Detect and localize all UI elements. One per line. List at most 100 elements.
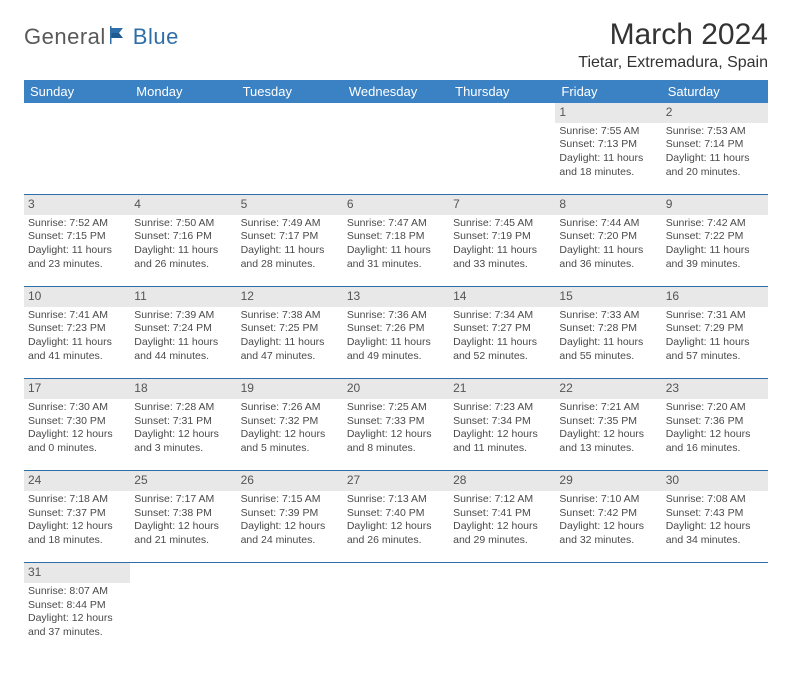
day-cell: Sunrise: 7:33 AMSunset: 7:28 PMDaylight:… (555, 307, 661, 379)
day-number-cell: 30 (662, 471, 768, 491)
location: Tietar, Extremadura, Spain (578, 54, 768, 72)
sunrise-text: Sunrise: 7:55 AM (559, 125, 657, 139)
day-number-cell (343, 103, 449, 123)
sunrise-text: Sunrise: 7:10 AM (559, 493, 657, 507)
sunrise-text: Sunrise: 7:41 AM (28, 309, 126, 323)
day-content-row: Sunrise: 7:18 AMSunset: 7:37 PMDaylight:… (24, 491, 768, 563)
day-cell: Sunrise: 7:49 AMSunset: 7:17 PMDaylight:… (237, 215, 343, 287)
day-cell: Sunrise: 7:25 AMSunset: 7:33 PMDaylight:… (343, 399, 449, 471)
daylight-text: Daylight: 11 hours and 52 minutes. (453, 336, 551, 363)
day-number-cell: 18 (130, 379, 236, 399)
day-cell: Sunrise: 7:50 AMSunset: 7:16 PMDaylight:… (130, 215, 236, 287)
calendar-table: Sunday Monday Tuesday Wednesday Thursday… (24, 80, 768, 655)
sunrise-text: Sunrise: 7:34 AM (453, 309, 551, 323)
day-number-cell (343, 563, 449, 583)
sunrise-text: Sunrise: 7:45 AM (453, 217, 551, 231)
day-number-cell (449, 563, 555, 583)
sunset-text: Sunset: 7:14 PM (666, 138, 764, 152)
day-number-cell: 20 (343, 379, 449, 399)
sunrise-text: Sunrise: 7:25 AM (347, 401, 445, 415)
day-content-row: Sunrise: 7:41 AMSunset: 7:23 PMDaylight:… (24, 307, 768, 379)
day-number-cell: 9 (662, 195, 768, 215)
day-cell: Sunrise: 7:23 AMSunset: 7:34 PMDaylight:… (449, 399, 555, 471)
day-number-cell: 3 (24, 195, 130, 215)
weekday-header: Tuesday (237, 80, 343, 103)
sunset-text: Sunset: 7:25 PM (241, 322, 339, 336)
sunrise-text: Sunrise: 7:28 AM (134, 401, 232, 415)
daylight-text: Daylight: 11 hours and 44 minutes. (134, 336, 232, 363)
sunset-text: Sunset: 7:40 PM (347, 507, 445, 521)
day-cell: Sunrise: 7:17 AMSunset: 7:38 PMDaylight:… (130, 491, 236, 563)
weekday-header-row: Sunday Monday Tuesday Wednesday Thursday… (24, 80, 768, 103)
day-cell: Sunrise: 7:31 AMSunset: 7:29 PMDaylight:… (662, 307, 768, 379)
sunset-text: Sunset: 7:42 PM (559, 507, 657, 521)
day-number-cell (237, 563, 343, 583)
daylight-text: Daylight: 12 hours and 13 minutes. (559, 428, 657, 455)
sunrise-text: Sunrise: 7:21 AM (559, 401, 657, 415)
header: General Blue March 2024 Tietar, Extremad… (24, 18, 768, 72)
sunrise-text: Sunrise: 7:13 AM (347, 493, 445, 507)
day-cell (237, 583, 343, 655)
sunset-text: Sunset: 7:19 PM (453, 230, 551, 244)
daylight-text: Daylight: 11 hours and 20 minutes. (666, 152, 764, 179)
day-number-cell: 22 (555, 379, 661, 399)
title-block: March 2024 Tietar, Extremadura, Spain (578, 18, 768, 72)
sunset-text: Sunset: 7:26 PM (347, 322, 445, 336)
weekday-header: Thursday (449, 80, 555, 103)
day-cell: Sunrise: 7:38 AMSunset: 7:25 PMDaylight:… (237, 307, 343, 379)
logo: General Blue (24, 18, 179, 50)
daylight-text: Daylight: 11 hours and 39 minutes. (666, 244, 764, 271)
day-number-cell: 2 (662, 103, 768, 123)
day-content-row: Sunrise: 7:52 AMSunset: 7:15 PM Daylight:… (24, 215, 768, 287)
day-number-cell: 17 (24, 379, 130, 399)
weekday-header: Saturday (662, 80, 768, 103)
daylight-text: Daylight: 12 hours and 21 minutes. (134, 520, 232, 547)
sunrise-text: Sunrise: 7:08 AM (666, 493, 764, 507)
day-number-cell (449, 103, 555, 123)
day-number-cell (662, 563, 768, 583)
sunset-text: Sunset: 7:17 PM (241, 230, 339, 244)
sunset-text: Sunset: 7:15 PM (28, 230, 126, 244)
day-cell (130, 123, 236, 195)
sunset-text: Sunset: 7:32 PM (241, 415, 339, 429)
sunset-text: Sunset: 7:30 PM (28, 415, 126, 429)
flag-icon (110, 26, 130, 49)
day-number-cell: 15 (555, 287, 661, 307)
day-cell: Sunrise: 7:15 AMSunset: 7:39 PMDaylight:… (237, 491, 343, 563)
day-cell: Sunrise: 7:21 AMSunset: 7:35 PMDaylight:… (555, 399, 661, 471)
daylight-text: Daylight: 12 hours and 11 minutes. (453, 428, 551, 455)
day-number-cell: 1 (555, 103, 661, 123)
day-cell (24, 123, 130, 195)
daylight-text: Daylight: 11 hours and 18 minutes. (559, 152, 657, 179)
daylight-text: Daylight: 11 hours and 26 minutes. (134, 244, 232, 271)
day-cell (662, 583, 768, 655)
sunset-text: Sunset: 7:18 PM (347, 230, 445, 244)
sunrise-text: Sunrise: 7:52 AM (28, 217, 126, 231)
sunset-text: Sunset: 7:28 PM (559, 322, 657, 336)
sunrise-text: Sunrise: 8:07 AM (28, 585, 126, 599)
sunset-text: Sunset: 7:13 PM (559, 138, 657, 152)
sunrise-text: Sunrise: 7:50 AM (134, 217, 232, 231)
day-cell: Sunrise: 7:36 AMSunset: 7:26 PMDaylight:… (343, 307, 449, 379)
sunset-text: Sunset: 7:24 PM (134, 322, 232, 336)
daynum-row: 10111213141516 (24, 287, 768, 307)
day-number-cell: 21 (449, 379, 555, 399)
daynum-row: 17181920212223 (24, 379, 768, 399)
day-cell: Sunrise: 7:08 AMSunset: 7:43 PMDaylight:… (662, 491, 768, 563)
sunrise-text: Sunrise: 7:12 AM (453, 493, 551, 507)
sunset-text: Sunset: 7:34 PM (453, 415, 551, 429)
sunrise-text: Sunrise: 7:15 AM (241, 493, 339, 507)
daylight-text: Daylight: 12 hours and 29 minutes. (453, 520, 551, 547)
day-cell: Sunrise: 7:34 AMSunset: 7:27 PMDaylight:… (449, 307, 555, 379)
weekday-header: Friday (555, 80, 661, 103)
day-cell: Sunrise: 7:52 AMSunset: 7:15 PMDaylight:… (24, 215, 130, 287)
day-cell (555, 583, 661, 655)
daylight-text: Daylight: 11 hours and 41 minutes. (28, 336, 126, 363)
day-number-cell (130, 103, 236, 123)
sunset-text: Sunset: 8:44 PM (28, 599, 126, 613)
weekday-header: Wednesday (343, 80, 449, 103)
sunrise-text: Sunrise: 7:49 AM (241, 217, 339, 231)
daylight-text: Daylight: 12 hours and 37 minutes. (28, 612, 126, 639)
daylight-text: Daylight: 12 hours and 32 minutes. (559, 520, 657, 547)
day-cell: Sunrise: 7:12 AMSunset: 7:41 PMDaylight:… (449, 491, 555, 563)
